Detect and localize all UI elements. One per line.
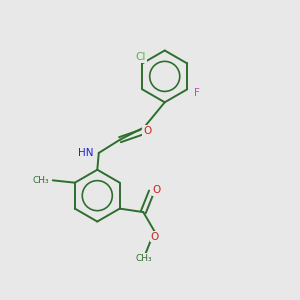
Text: O: O <box>150 232 159 242</box>
Text: HN: HN <box>78 148 94 158</box>
Text: Cl: Cl <box>136 52 146 62</box>
Text: O: O <box>153 185 161 195</box>
Text: CH₃: CH₃ <box>33 176 49 185</box>
Text: O: O <box>143 126 151 136</box>
Text: F: F <box>194 88 200 98</box>
Text: CH₃: CH₃ <box>136 254 152 263</box>
